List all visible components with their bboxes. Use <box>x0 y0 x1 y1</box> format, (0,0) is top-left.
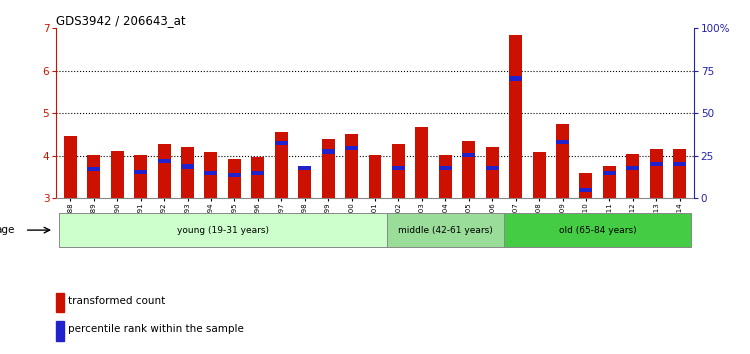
Bar <box>228 159 241 198</box>
Bar <box>532 152 545 198</box>
Text: middle (42-61 years): middle (42-61 years) <box>398 225 493 235</box>
Bar <box>87 167 100 171</box>
Text: age: age <box>0 225 15 235</box>
Bar <box>64 136 76 198</box>
FancyBboxPatch shape <box>387 213 504 247</box>
Bar <box>674 149 686 198</box>
Bar <box>650 162 663 166</box>
Bar <box>462 153 476 157</box>
Bar <box>134 155 147 198</box>
Bar <box>274 141 288 145</box>
Bar <box>439 155 452 198</box>
Bar <box>87 155 100 198</box>
Bar <box>603 166 616 198</box>
Bar <box>251 157 264 198</box>
Bar <box>205 171 218 175</box>
Bar <box>345 146 358 150</box>
Text: percentile rank within the sample: percentile rank within the sample <box>68 324 244 334</box>
Bar <box>322 139 334 198</box>
Text: young (19-31 years): young (19-31 years) <box>177 225 268 235</box>
Text: old (65-84 years): old (65-84 years) <box>559 225 637 235</box>
Bar <box>556 124 569 198</box>
Bar <box>603 171 616 175</box>
Bar <box>298 166 311 198</box>
Bar <box>509 35 522 198</box>
Bar <box>486 147 499 198</box>
Bar <box>322 149 334 154</box>
Bar <box>486 166 499 170</box>
Bar <box>556 140 569 144</box>
Bar <box>181 164 194 169</box>
Bar <box>56 293 64 312</box>
Bar <box>580 188 592 192</box>
FancyBboxPatch shape <box>504 213 692 247</box>
Bar <box>56 321 64 341</box>
Bar <box>111 151 124 198</box>
Bar <box>416 127 428 198</box>
Bar <box>626 154 639 198</box>
Bar <box>345 134 358 198</box>
Bar <box>580 173 592 198</box>
Bar <box>298 166 311 170</box>
Bar <box>462 141 476 198</box>
Bar <box>158 159 170 163</box>
Bar <box>674 162 686 166</box>
Bar <box>158 144 170 198</box>
Bar <box>392 166 405 170</box>
Bar <box>228 173 241 177</box>
Bar <box>274 132 288 198</box>
Text: transformed count: transformed count <box>68 296 165 306</box>
Bar <box>392 144 405 198</box>
Bar <box>650 149 663 198</box>
Bar <box>134 170 147 174</box>
Bar <box>205 152 218 198</box>
Bar <box>251 171 264 175</box>
Bar <box>626 166 639 170</box>
Bar <box>181 147 194 198</box>
Bar <box>509 76 522 81</box>
Bar <box>368 155 382 198</box>
Text: GDS3942 / 206643_at: GDS3942 / 206643_at <box>56 14 186 27</box>
Bar <box>439 166 452 170</box>
FancyBboxPatch shape <box>58 213 387 247</box>
